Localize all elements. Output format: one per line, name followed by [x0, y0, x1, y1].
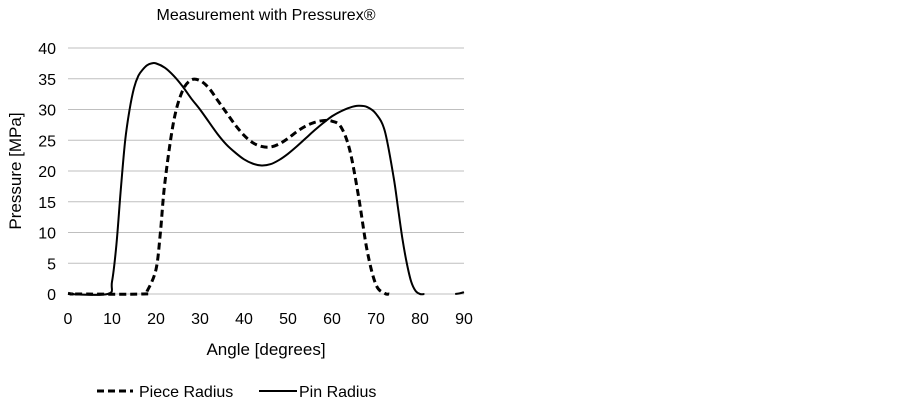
x-axis-title: Angle [degrees]: [206, 340, 325, 359]
series-line: [455, 291, 465, 295]
x-tick-label: 30: [191, 311, 209, 328]
y-tick-label: 0: [47, 287, 56, 304]
x-tick-label: 90: [455, 311, 473, 328]
x-axis-ticks: 0 10 20 30 40 50 60 70 80 90: [64, 311, 473, 328]
y-axis-ticks: 0 5 10 15 20 25 30 35 40: [38, 41, 56, 304]
y-tick-label: 25: [38, 133, 56, 150]
y-tick-label: 30: [38, 103, 56, 120]
x-tick-label: 0: [64, 311, 73, 328]
gridlines: [68, 47, 464, 264]
legend-label-piece-radius: Piece Radius: [139, 384, 233, 401]
x-tick-label: 40: [235, 311, 253, 328]
y-tick-label: 5: [47, 256, 56, 273]
x-tick-label: 50: [279, 311, 297, 328]
x-tick-label: 80: [411, 311, 429, 328]
y-tick-label: 10: [38, 226, 56, 243]
y-tick-label: 20: [38, 164, 56, 181]
series-pin-radius: [67, 61, 465, 296]
chart-title: Measurement with Pressurex®: [157, 7, 376, 24]
series-layer: [67, 61, 465, 296]
x-tick-label: 10: [103, 311, 121, 328]
y-tick-label: 40: [38, 41, 56, 58]
series-line: [67, 61, 425, 296]
x-tick-label: 60: [323, 311, 341, 328]
legend: Piece Radius Pin Radius: [97, 384, 376, 401]
x-tick-label: 70: [367, 311, 385, 328]
series-piece-radius: [67, 77, 390, 296]
x-tick-label: 20: [147, 311, 165, 328]
series-line: [67, 77, 390, 296]
y-tick-label: 35: [38, 72, 56, 89]
y-tick-label: 15: [38, 195, 56, 212]
y-axis-title: Pressure [MPa]: [6, 112, 25, 229]
legend-label-pin-radius: Pin Radius: [299, 384, 376, 401]
